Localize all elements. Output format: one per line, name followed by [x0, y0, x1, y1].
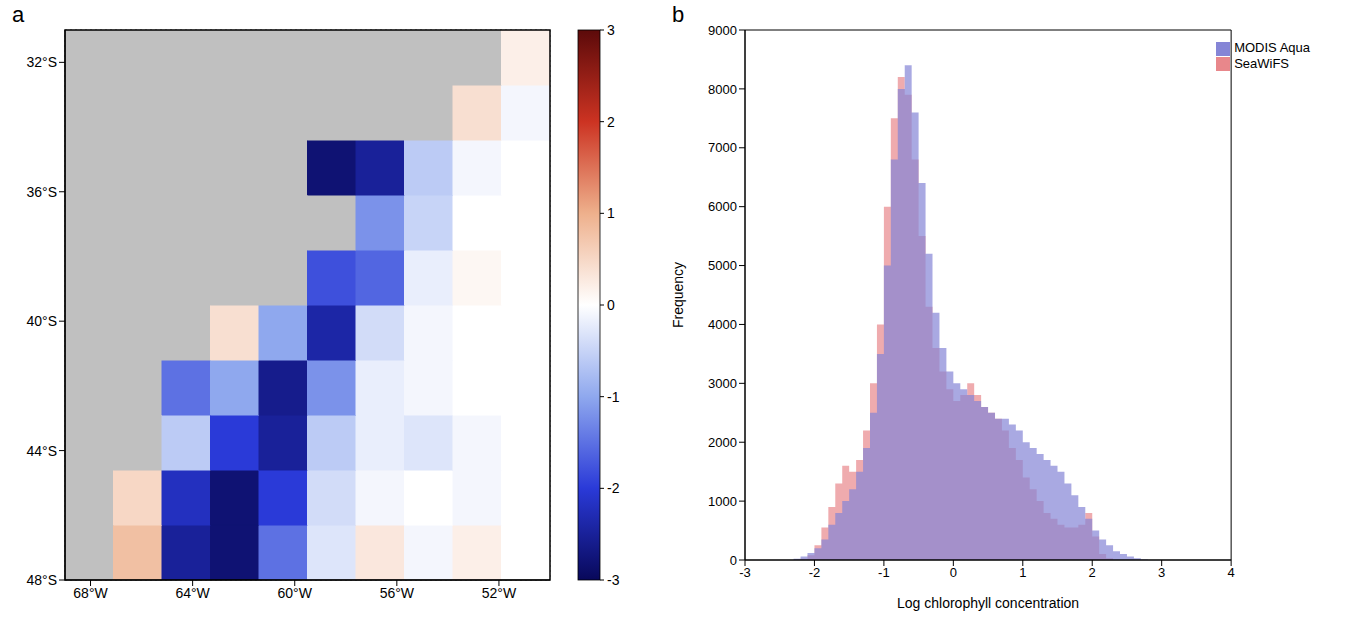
svg-text:1000: 1000	[708, 494, 737, 509]
svg-text:2: 2	[607, 114, 615, 130]
svg-text:52°W: 52°W	[482, 585, 517, 601]
svg-text:68°W: 68°W	[73, 585, 108, 601]
svg-text:2000: 2000	[708, 435, 737, 450]
svg-text:3: 3	[607, 22, 615, 38]
svg-text:3000: 3000	[708, 376, 737, 391]
svg-text:2: 2	[1089, 565, 1096, 580]
svg-text:56°W: 56°W	[380, 585, 415, 601]
svg-text:3: 3	[1158, 565, 1165, 580]
svg-text:-3: -3	[739, 565, 751, 580]
svg-text:6000: 6000	[708, 199, 737, 214]
svg-text:40°S: 40°S	[26, 313, 57, 329]
svg-text:0: 0	[950, 565, 957, 580]
svg-text:-1: -1	[878, 565, 890, 580]
svg-text:7000: 7000	[708, 140, 737, 155]
svg-text:Log chlorophyll concentration: Log chlorophyll concentration	[897, 595, 1079, 611]
svg-text:64°W: 64°W	[175, 585, 210, 601]
svg-text:1: 1	[607, 205, 615, 221]
svg-text:9000: 9000	[708, 23, 737, 38]
svg-text:-3: -3	[607, 572, 620, 588]
svg-text:5000: 5000	[708, 258, 737, 273]
svg-text:-2: -2	[607, 480, 620, 496]
svg-text:4: 4	[1228, 565, 1235, 580]
svg-text:4000: 4000	[708, 317, 737, 332]
svg-text:1: 1	[1019, 565, 1026, 580]
svg-text:60°W: 60°W	[278, 585, 313, 601]
html-text:SeaWiFS: SeaWiFS	[1234, 55, 1289, 71]
svg-text:8000: 8000	[708, 82, 737, 97]
html-text:MODIS Aqua: MODIS Aqua	[1234, 40, 1310, 55]
svg-text:44°S: 44°S	[26, 443, 57, 459]
svg-text:0: 0	[607, 297, 615, 313]
svg-text:0: 0	[730, 553, 737, 568]
svg-text:48°S: 48°S	[26, 572, 57, 588]
html-text:b: b	[672, 2, 685, 27]
svg-text:-2: -2	[809, 565, 821, 580]
html-text:a: a	[12, 2, 25, 27]
svg-text:Frequency: Frequency	[670, 262, 686, 328]
svg-text:-1: -1	[607, 389, 620, 405]
svg-text:32°S: 32°S	[26, 54, 57, 70]
svg-text:36°S: 36°S	[26, 184, 57, 200]
